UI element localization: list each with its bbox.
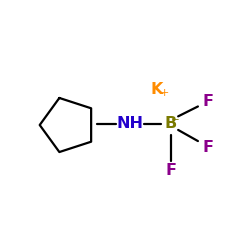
- Text: −: −: [171, 115, 180, 125]
- Text: NH: NH: [116, 116, 143, 131]
- Text: F: F: [202, 94, 213, 109]
- Text: F: F: [165, 163, 176, 178]
- Text: B: B: [164, 116, 177, 131]
- Text: +: +: [159, 88, 169, 98]
- Text: F: F: [202, 140, 213, 155]
- Text: K: K: [150, 82, 163, 97]
